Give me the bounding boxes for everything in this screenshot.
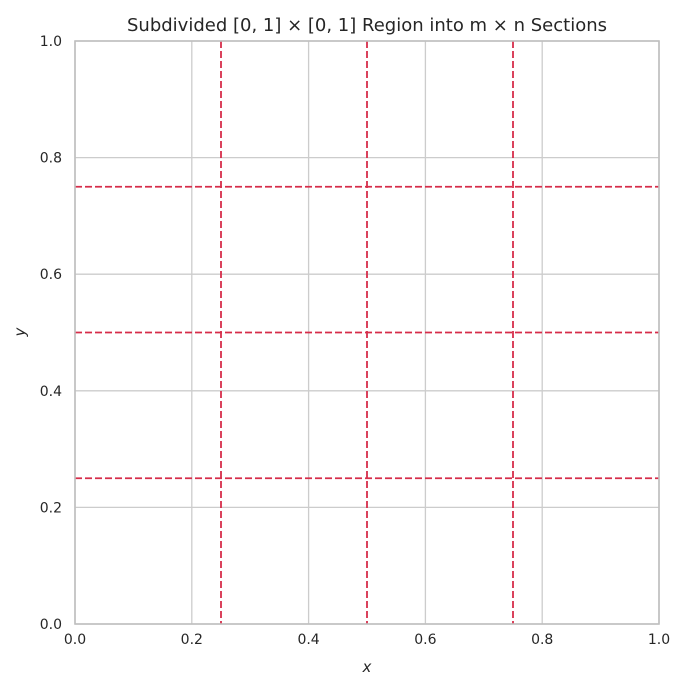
x-tick-label-0: 0.0 <box>64 632 86 648</box>
plot-area: 0.0 0.2 0.4 0.6 0.8 1.0 0.0 0.2 0.4 0.6 0.8 1.0 <box>40 34 670 648</box>
y-tick-label-3: 0.6 <box>40 267 62 283</box>
y-tick-label-5: 1.0 <box>40 34 62 50</box>
plot-frame <box>74 40 660 625</box>
y-tick-label-0: 0.0 <box>40 617 62 633</box>
y-axis-label: y <box>11 326 29 337</box>
x-tick-label-2: 0.4 <box>297 632 319 648</box>
y-tick-label-2: 0.4 <box>40 384 62 400</box>
x-tick-label-5: 1.0 <box>648 632 670 648</box>
y-tick-label-4: 0.8 <box>40 151 62 167</box>
x-tick-label-1: 0.2 <box>181 632 203 648</box>
x-tick-label-3: 0.6 <box>414 632 436 648</box>
chart-title: Subdivided [0, 1] × [0, 1] Region into m… <box>127 15 607 36</box>
x-tick-label-4: 0.8 <box>531 632 553 648</box>
x-axis-label: x <box>362 658 372 676</box>
y-tick-label-1: 0.2 <box>40 500 62 516</box>
